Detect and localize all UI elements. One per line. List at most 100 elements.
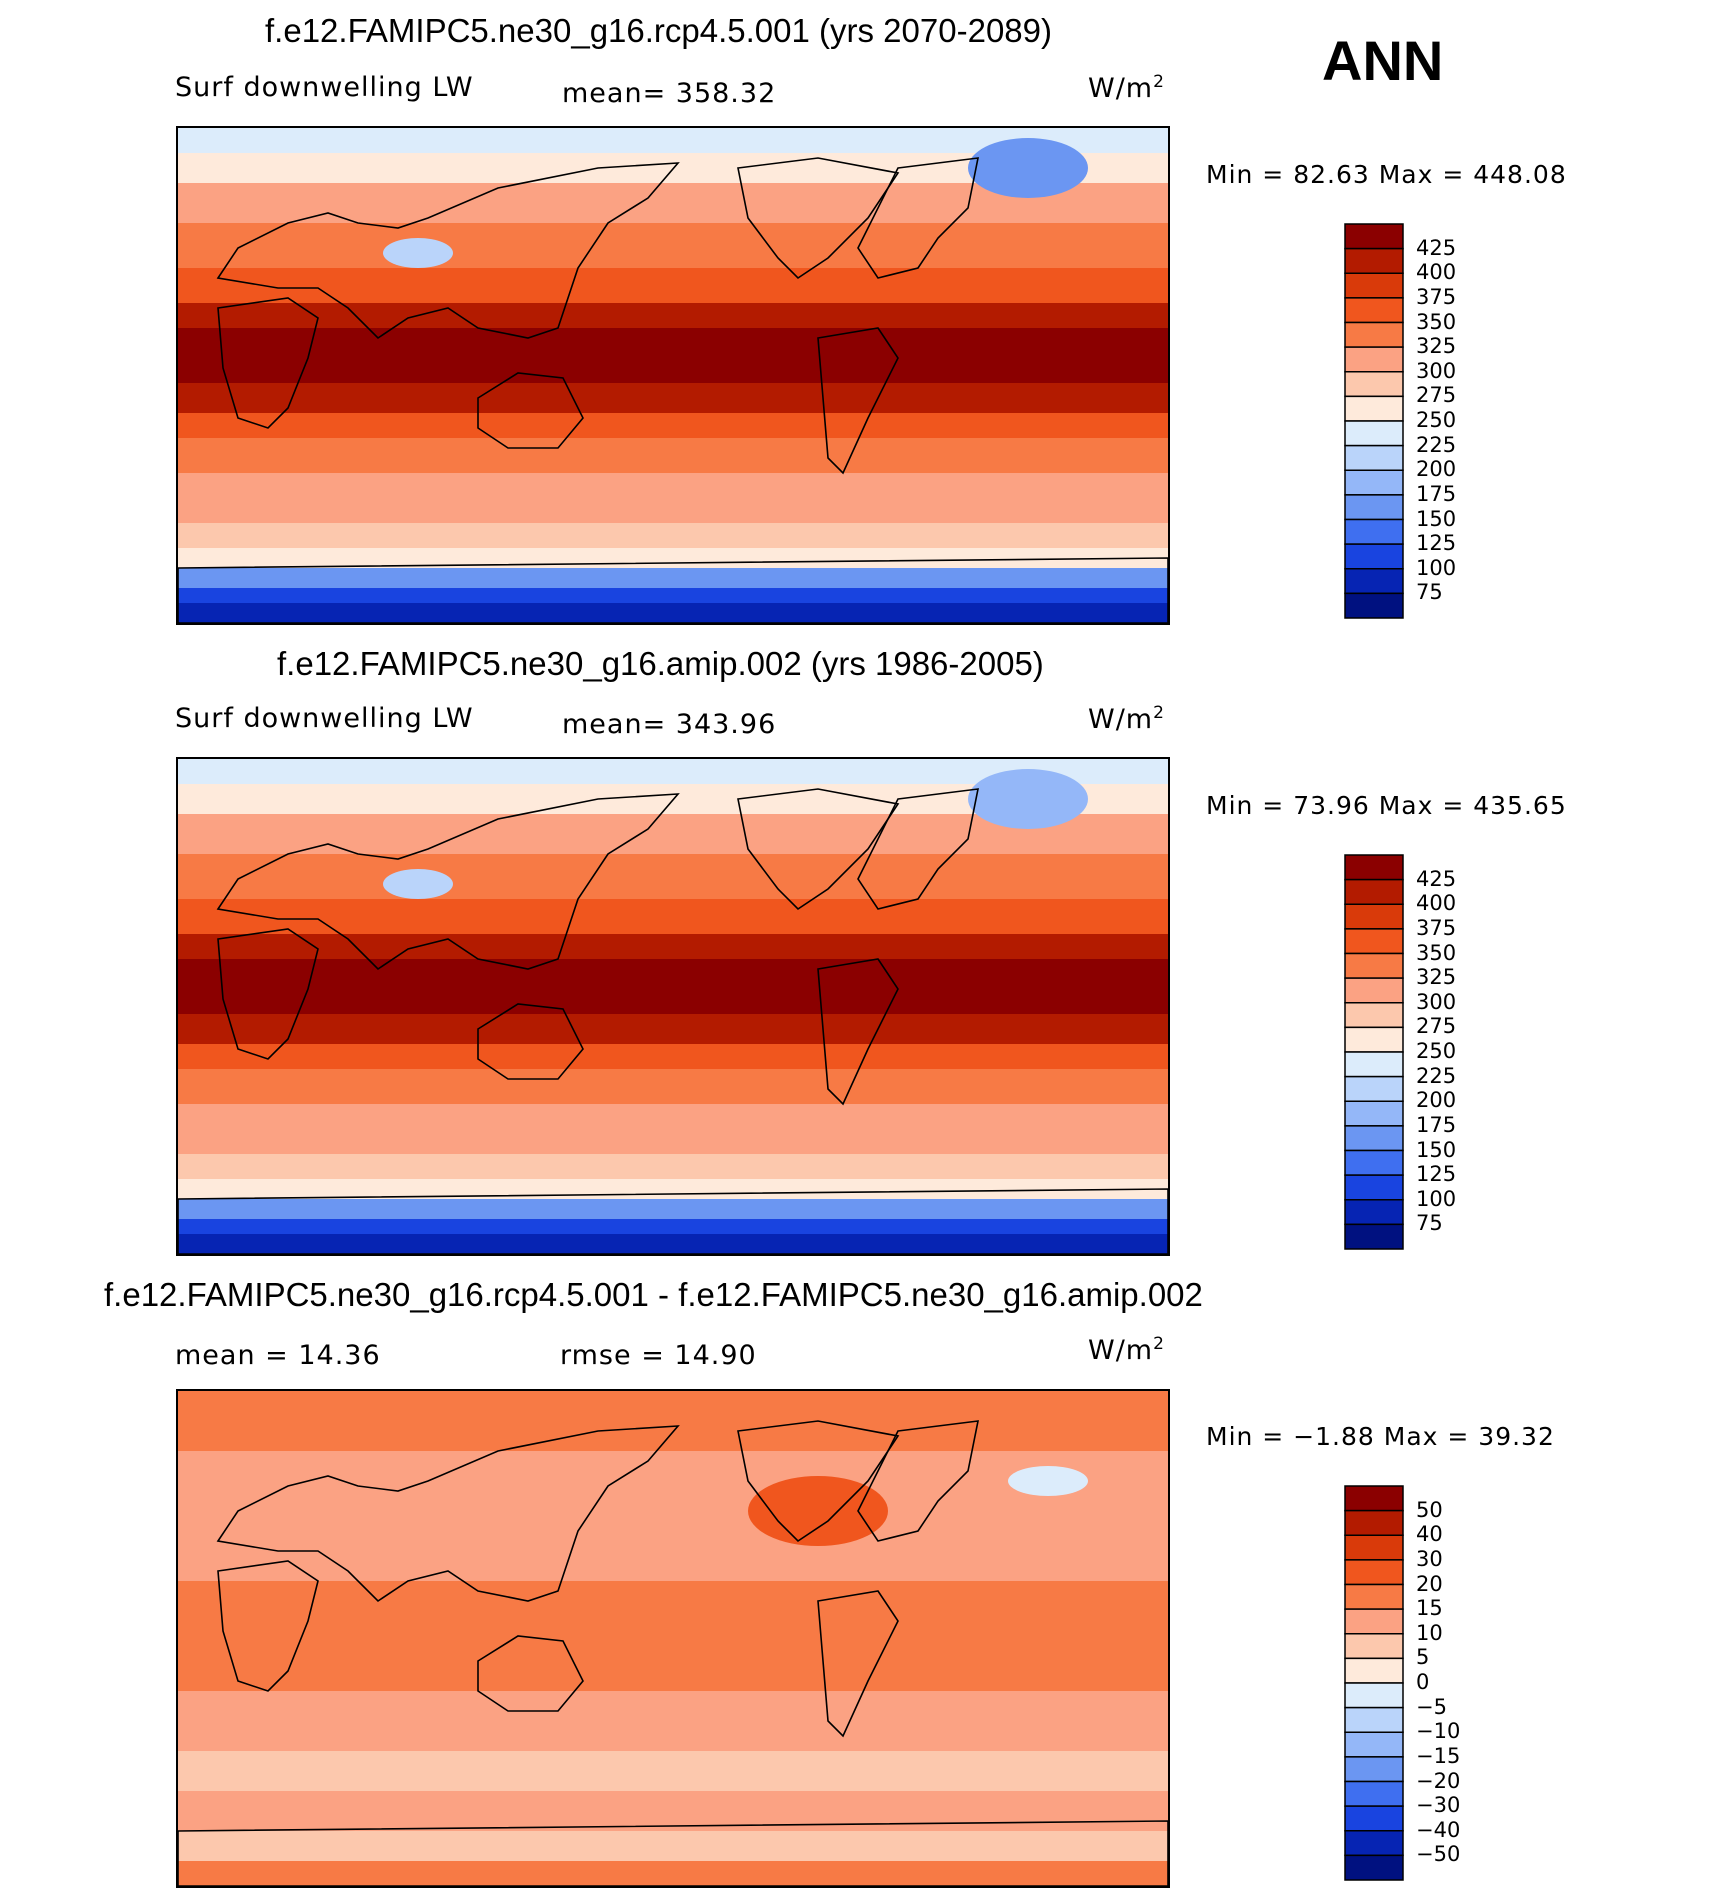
colorbar-box [1344,878,1404,905]
field-band [178,303,1168,328]
colorbar-tick-label: −50 [1416,1842,1461,1867]
coastline [178,1820,1168,1886]
colorbar-box [1344,1485,1404,1512]
colorbar-tick-label: 50 [1416,1497,1443,1522]
field-band [178,223,1168,268]
field-band [178,383,1168,413]
colorbar-tick-label: 250 [1416,1039,1457,1063]
colorbar-box [1344,272,1404,299]
colorbar-tick-label: 225 [1416,1063,1457,1088]
colorbar-tick-label: 75 [1416,580,1443,605]
coastline [857,788,980,910]
colorbar-tick-label: 350 [1416,940,1457,965]
colorbar-tick-label: 100 [1416,555,1457,580]
panel-3-title: f.e12.FAMIPC5.ne30_g16.rcp4.5.001 - f.e1… [104,1276,1203,1313]
coastline [737,1420,900,1543]
field-band [178,934,1168,959]
colorbar-tick-label: 425 [1416,866,1457,891]
colorbar-box [1344,1534,1404,1561]
colorbar-tick-label: 300 [1416,358,1457,383]
field-band [178,568,1168,588]
coastline [217,297,319,429]
field-band [178,1179,1168,1199]
field-band [178,473,1168,523]
colorbar-box [1344,592,1404,619]
field-band [178,1451,1168,1581]
coastline [216,1425,680,1603]
colorbar-box [1344,1830,1404,1857]
coastline [217,1560,319,1692]
colorbar-tick-label: 40 [1416,1522,1443,1547]
colorbar-tick-label: 400 [1416,260,1457,285]
panel-2-map [176,757,1170,1256]
colorbar-box [1344,321,1404,348]
colorbar-box [1344,420,1404,447]
colorbar-tick-label: −30 [1416,1793,1461,1818]
field-band [178,1234,1168,1254]
colorbar-box [1344,297,1404,324]
colorbar-tick-label: 75 [1416,1211,1443,1236]
coastline [178,1188,1168,1254]
colorbar-tick-label: 300 [1416,989,1457,1014]
field-band [178,1791,1168,1831]
field-band [178,1044,1168,1069]
field-band [178,1751,1168,1791]
colorbar-tick-label: 10 [1416,1620,1443,1645]
coastline [857,1420,980,1542]
colorbar-box [1344,903,1404,930]
colorbar-tick-label: 0 [1416,1670,1430,1694]
colorbar-box [1344,1100,1404,1127]
colorbar-box [1344,1026,1404,1053]
panel-1-map [176,126,1170,625]
colorbar-box [1344,346,1404,373]
field-band [178,1104,1168,1154]
panel-2-title: f.e12.FAMIPC5.ne30_g16.amip.002 (yrs 198… [277,645,1044,682]
colorbar-box [1344,247,1404,274]
field-band [178,1861,1168,1886]
coastline [737,788,900,911]
colorbar-box [1344,1149,1404,1176]
field-band [178,1691,1168,1751]
field-band [178,1069,1168,1104]
panel-3-minmax: Min = −1.88 Max = 39.32 [1206,1422,1555,1451]
colorbar-box [1344,1075,1404,1102]
field-band [178,523,1168,548]
colorbar-tick-label: 150 [1416,1137,1457,1162]
field-band [178,1014,1168,1044]
colorbar-tick-label: 400 [1416,891,1457,916]
colorbar-box [1344,518,1404,545]
north-america-warming [748,1476,888,1546]
colorbar-box [1344,1780,1404,1807]
colorbar-box [1344,494,1404,521]
colorbar-tick-label: 125 [1416,531,1457,556]
colorbar-box [1344,952,1404,979]
field-band [178,1831,1168,1861]
colorbar-tick-label: 15 [1416,1596,1443,1621]
colorbar-box [1344,568,1404,595]
colorbar-box [1344,1509,1404,1536]
colorbar-tick-label: 225 [1416,432,1457,457]
coastline [817,327,899,475]
panel-3-units: W/m2 [1088,1334,1165,1366]
labrador-sea-minimum [1008,1466,1088,1496]
colorbar-tick-label: 150 [1416,506,1457,531]
colorbar-box [1344,1854,1404,1881]
coastline [737,157,900,280]
colorbar-box [1344,1633,1404,1660]
field-band [178,1219,1168,1234]
colorbar-tick-label: 375 [1416,284,1457,309]
panel-2-mean-label: mean= 343.96 [562,709,777,740]
colorbar-tick-label: 175 [1416,1112,1457,1137]
coastline [216,162,680,340]
colorbar-tick-label: 350 [1416,309,1457,334]
colorbar-tick-label: 375 [1416,915,1457,940]
colorbar-tick-label: 250 [1416,408,1457,432]
colorbar-tick-label: 125 [1416,1162,1457,1187]
panel-1-variable-label: Surf downwelling LW [175,72,474,103]
colorbar-box [1344,1805,1404,1832]
colorbar-box [1344,1657,1404,1684]
panel-1-units: W/m2 [1088,72,1165,104]
field-band [178,1199,1168,1219]
colorbar-box [1344,1051,1404,1078]
colorbar-box [1344,543,1404,570]
